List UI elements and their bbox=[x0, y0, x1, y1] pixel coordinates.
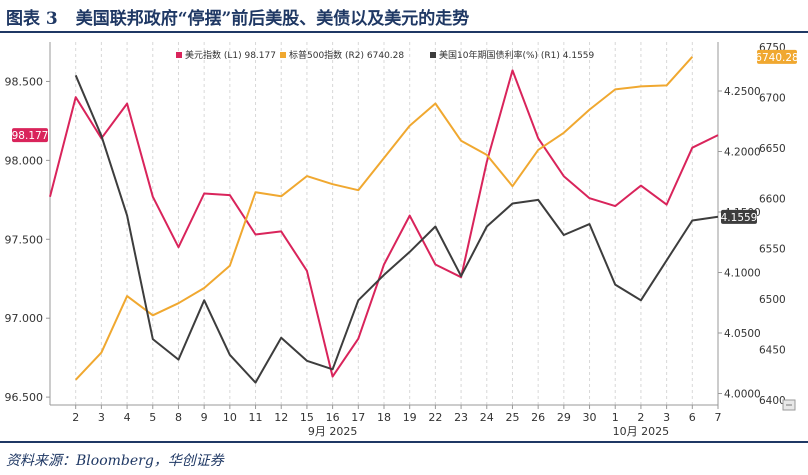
legend: 美元指数 (L1) 98.177 标普500指数 (R2) 6740.28 美国10… bbox=[176, 49, 595, 61]
usd-end-label: 98.177 bbox=[12, 128, 49, 143]
x-tick-label: 24 bbox=[480, 411, 494, 424]
x-tick-label: 10 bbox=[223, 411, 237, 424]
right1-tick-label: 4.1000 bbox=[724, 268, 761, 280]
spx-end-label: 6740.28 bbox=[755, 49, 799, 64]
spx-end-label-text: 6740.28 bbox=[755, 52, 798, 64]
right2-tick-label: 6400 bbox=[759, 395, 786, 407]
x-tick-label: 1 bbox=[612, 411, 619, 424]
series-lines bbox=[49, 56, 719, 384]
x-tick-label: 8 bbox=[175, 411, 182, 424]
x-tick-label: 2 bbox=[72, 411, 79, 424]
ust-end-label-text: 4.1559 bbox=[721, 212, 758, 224]
legend-label: 美国10年期国债利率(%) (R1) 4.1559 bbox=[439, 49, 595, 61]
x-tick-label: 17 bbox=[351, 411, 365, 424]
ust-line bbox=[74, 74, 719, 384]
x-tick-label: 15 bbox=[300, 411, 314, 424]
x-tick-label: 22 bbox=[428, 411, 442, 424]
x-tick-label: 18 bbox=[377, 411, 391, 424]
x-tick-label: 9 bbox=[201, 411, 208, 424]
x-tick-label: 3 bbox=[98, 411, 105, 424]
legend-swatch bbox=[280, 52, 286, 58]
x-tick-label: 19 bbox=[403, 411, 417, 424]
x-tick-label: 6 bbox=[689, 411, 696, 424]
right2-tick-label: 6550 bbox=[759, 244, 786, 256]
chart-svg: 美元指数 (L1) 98.177 标普500指数 (R2) 6740.28 美国10… bbox=[5, 42, 799, 438]
x-tick-label: 23 bbox=[454, 411, 468, 424]
right2-tick-label: 6600 bbox=[759, 193, 786, 205]
spx-end-label-bg bbox=[757, 49, 797, 64]
right1-tick-label: 4.0500 bbox=[724, 328, 761, 340]
right1-tick-label: 4.2500 bbox=[724, 86, 761, 98]
title-rule bbox=[0, 31, 808, 33]
right1-tick-label: 4.0000 bbox=[724, 389, 761, 401]
x-tick-label: 25 bbox=[505, 411, 519, 424]
x-tick-label: 2 bbox=[637, 411, 644, 424]
x-tick-label: 30 bbox=[583, 411, 597, 424]
x-tick-label: 11 bbox=[249, 411, 263, 424]
figure-title: 美国联邦政府“停摆”前后美股、美债以及美元的走势 bbox=[75, 9, 470, 29]
left-tick-label: 97.500 bbox=[5, 233, 44, 246]
ust-end-label-bg bbox=[721, 209, 757, 224]
left-tick-label: 98.500 bbox=[5, 75, 44, 88]
legend-label: 美元指数 (L1) 98.177 bbox=[185, 49, 276, 61]
legend-label: 标普500指数 (R2) 6740.28 bbox=[289, 49, 404, 61]
export-icon bbox=[782, 399, 796, 411]
x-tick-label: 3 bbox=[663, 411, 670, 424]
month-label: 9月 2025 bbox=[308, 425, 358, 438]
spx-line bbox=[74, 56, 694, 381]
x-tick-label: 4 bbox=[124, 411, 131, 424]
right2-tick-label: 6450 bbox=[759, 345, 786, 357]
left-tick-label: 96.500 bbox=[5, 391, 44, 404]
source-note: 资料来源：Bloomberg，华创证券 bbox=[6, 453, 224, 469]
left-tick-label: 97.000 bbox=[5, 312, 44, 325]
x-tick-label: 12 bbox=[274, 411, 288, 424]
right2-tick-label: 6700 bbox=[759, 92, 786, 104]
right2-tick-label: 6500 bbox=[759, 294, 786, 306]
axis-labels: 2 3 4 5 8 9 10 11 12 15 16 17 18 19 22 23 24 25 26 29 30 1 2 3 6… bbox=[5, 42, 799, 438]
month-label: 10月 2025 bbox=[613, 425, 670, 438]
grid bbox=[75, 42, 719, 405]
x-tick-label: 29 bbox=[557, 411, 571, 424]
usd-line bbox=[49, 69, 719, 378]
x-tick-label: 5 bbox=[149, 411, 156, 424]
axes bbox=[46, 42, 722, 409]
legend-swatch bbox=[430, 52, 436, 58]
right1-tick-label: 4.2000 bbox=[724, 147, 761, 159]
usd-end-label-bg bbox=[12, 128, 48, 143]
figure-label: 图表 3 bbox=[6, 9, 58, 29]
ust-end-label: 4.1559 bbox=[721, 209, 758, 224]
x-tick-label: 16 bbox=[326, 411, 340, 424]
usd-end-label-text: 98.177 bbox=[12, 130, 49, 142]
chart-title: 图表 3 美国联邦政府“停摆”前后美股、美债以及美元的走势 bbox=[6, 4, 469, 29]
right2-tick-label: 6650 bbox=[759, 143, 786, 155]
x-tick-label: 7 bbox=[715, 411, 722, 424]
legend-swatch bbox=[176, 52, 182, 58]
x-tick-label: 26 bbox=[531, 411, 545, 424]
footer-rule bbox=[0, 441, 808, 443]
left-tick-label: 98.000 bbox=[5, 154, 44, 167]
